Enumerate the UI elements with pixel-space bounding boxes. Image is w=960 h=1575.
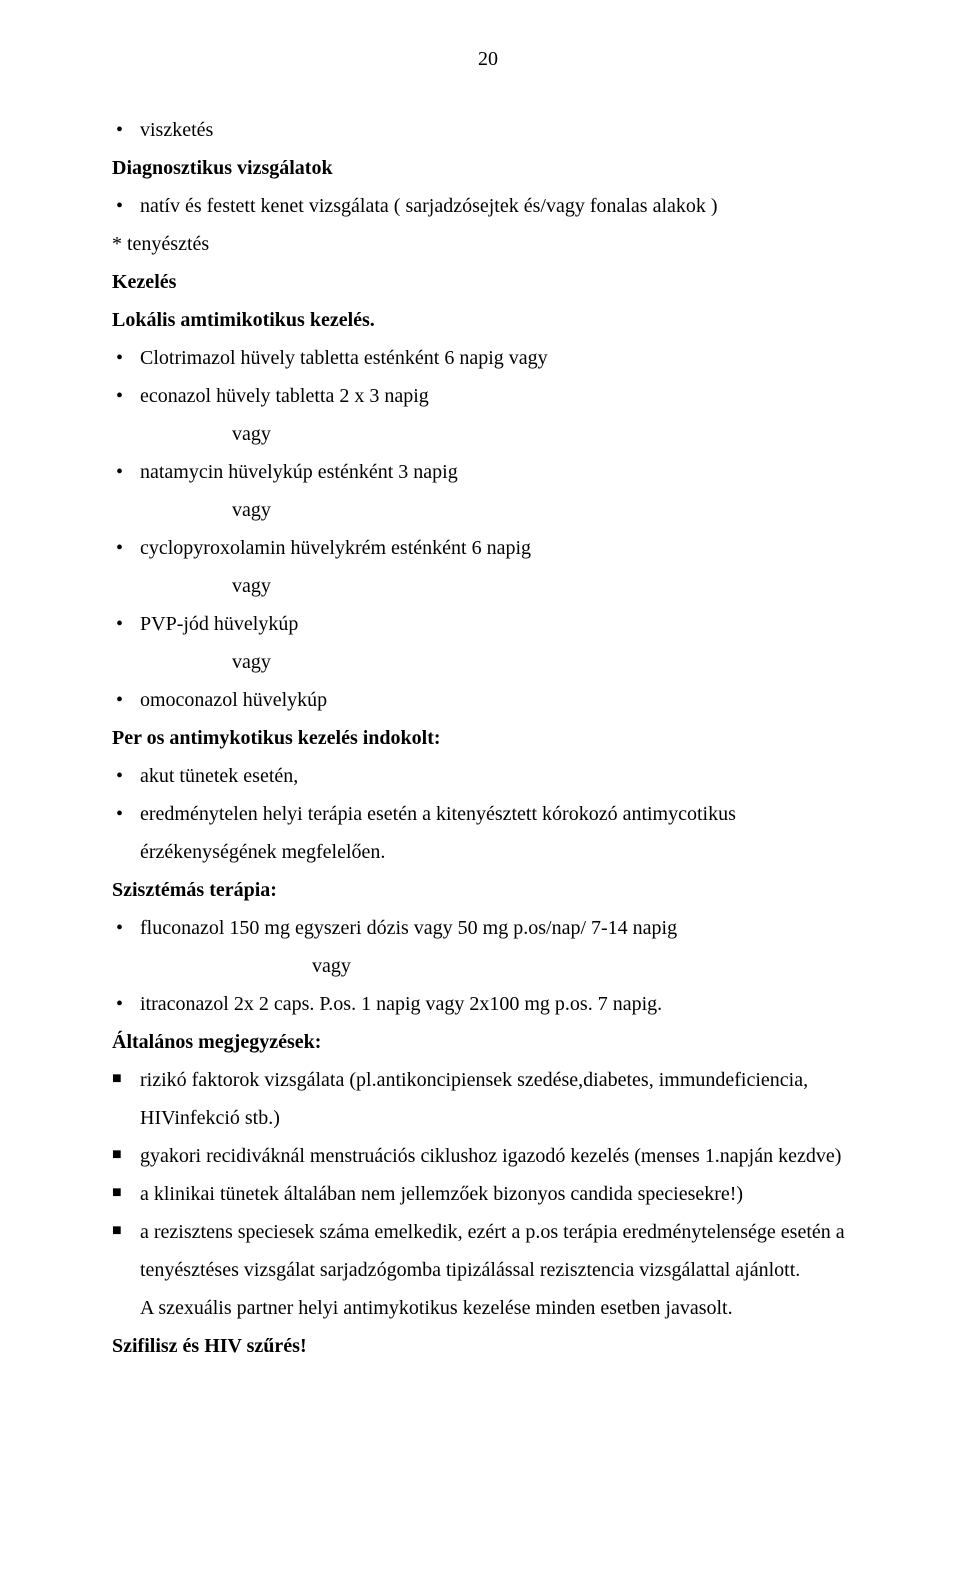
heading-local: Lokális amtimikotikus kezelés. <box>112 301 864 339</box>
connector-or: vagy <box>112 415 864 453</box>
list-item: natamycin hüvelykúp esténként 3 napig <box>112 453 864 491</box>
list-item: itraconazol 2x 2 caps. P.os. 1 napig vag… <box>112 985 864 1023</box>
list-item: viszketés <box>112 111 864 149</box>
heading-screening: Szifilisz és HIV szűrés! <box>112 1327 864 1365</box>
list-item: Clotrimazol hüvely tabletta esténként 6 … <box>112 339 864 377</box>
treatment-list: Clotrimazol hüvely tabletta esténként 6 … <box>112 339 864 415</box>
list-item: akut tünetek esetén, <box>112 757 864 795</box>
treatment-list: PVP-jód hüvelykúp <box>112 605 864 643</box>
list-item: a klinikai tünetek általában nem jellemz… <box>112 1175 864 1213</box>
treatment-list: omoconazol hüvelykúp <box>112 681 864 719</box>
bullet-list-diag: natív és festett kenet vizsgálata ( sarj… <box>112 187 864 225</box>
list-item: eredménytelen helyi terápia esetén a kit… <box>112 795 864 871</box>
general-list: rizikó faktorok vizsgálata (pl.antikonci… <box>112 1061 864 1289</box>
list-item: econazol hüvely tabletta 2 x 3 napig <box>112 377 864 415</box>
heading-peros: Per os antimykotikus kezelés indokolt: <box>112 719 864 757</box>
list-item: omoconazol hüvelykúp <box>112 681 864 719</box>
heading-general: Általános megjegyzések: <box>112 1023 864 1061</box>
connector-or: vagy <box>112 947 864 985</box>
connector-or: vagy <box>112 567 864 605</box>
list-item: cyclopyroxolamin hüvelykrém esténként 6 … <box>112 529 864 567</box>
list-item: gyakori recidiváknál menstruációs ciklus… <box>112 1137 864 1175</box>
document-page: 20 viszketés Diagnosztikus vizsgálatok n… <box>0 0 960 1575</box>
bullet-list-top: viszketés <box>112 111 864 149</box>
systemic-list: fluconazol 150 mg egyszeri dózis vagy 50… <box>112 909 864 947</box>
connector-or: vagy <box>112 491 864 529</box>
heading-diagnostics: Diagnosztikus vizsgálatok <box>112 149 864 187</box>
list-item: fluconazol 150 mg egyszeri dózis vagy 50… <box>112 909 864 947</box>
heading-systemic: Szisztémás terápia: <box>112 871 864 909</box>
partner-note: A szexuális partner helyi antimykotikus … <box>112 1289 864 1327</box>
list-item: PVP-jód hüvelykúp <box>112 605 864 643</box>
list-item: natív és festett kenet vizsgálata ( sarj… <box>112 187 864 225</box>
list-item: a rezisztens speciesek száma emelkedik, … <box>112 1213 864 1289</box>
list-item: rizikó faktorok vizsgálata (pl.antikonci… <box>112 1061 864 1137</box>
heading-treatment: Kezelés <box>112 263 864 301</box>
treatment-list: natamycin hüvelykúp esténként 3 napig <box>112 453 864 491</box>
treatment-list: cyclopyroxolamin hüvelykrém esténként 6 … <box>112 529 864 567</box>
connector-or: vagy <box>112 643 864 681</box>
systemic-list: itraconazol 2x 2 caps. P.os. 1 napig vag… <box>112 985 864 1023</box>
star-item-culture: * tenyésztés <box>112 225 864 263</box>
page-number: 20 <box>112 48 864 71</box>
peros-list: akut tünetek esetén, eredménytelen helyi… <box>112 757 864 871</box>
